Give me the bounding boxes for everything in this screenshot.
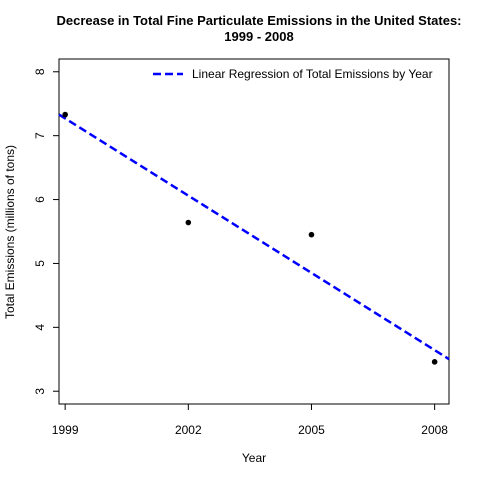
x-axis: 1999 2002 2005 2008 bbox=[52, 404, 448, 437]
y-axis-title: Total Emissions (millions of tons) bbox=[3, 145, 17, 319]
x-axis-title: Year bbox=[242, 451, 266, 465]
x-tick-label: 2008 bbox=[421, 423, 448, 437]
regression-line-group bbox=[58, 113, 450, 361]
x-tick-label: 2002 bbox=[175, 423, 202, 437]
legend: Linear Regression of Total Emissions by … bbox=[153, 67, 433, 81]
y-tick-label: 3 bbox=[33, 388, 47, 395]
y-axis: 3 4 5 6 7 8 bbox=[33, 68, 59, 395]
legend-entry-label: Linear Regression of Total Emissions by … bbox=[192, 67, 433, 81]
y-tick-label: 6 bbox=[33, 196, 47, 203]
x-tick-label: 2005 bbox=[298, 423, 325, 437]
data-points bbox=[62, 111, 438, 365]
chart-title-line-2: 1999 - 2008 bbox=[224, 29, 293, 44]
data-point bbox=[308, 231, 315, 238]
x-tick-label: 1999 bbox=[52, 423, 79, 437]
plot-area-frame bbox=[58, 58, 450, 405]
data-point bbox=[431, 359, 438, 365]
chart-title-line-1: Decrease in Total Fine Particulate Emiss… bbox=[56, 13, 461, 28]
y-tick-label: 5 bbox=[33, 260, 47, 267]
data-point bbox=[185, 219, 192, 226]
y-tick-label: 8 bbox=[33, 68, 47, 75]
regression-line bbox=[58, 113, 450, 361]
y-tick-label: 7 bbox=[33, 132, 47, 139]
y-tick-label: 4 bbox=[33, 324, 47, 331]
data-point bbox=[62, 111, 68, 118]
